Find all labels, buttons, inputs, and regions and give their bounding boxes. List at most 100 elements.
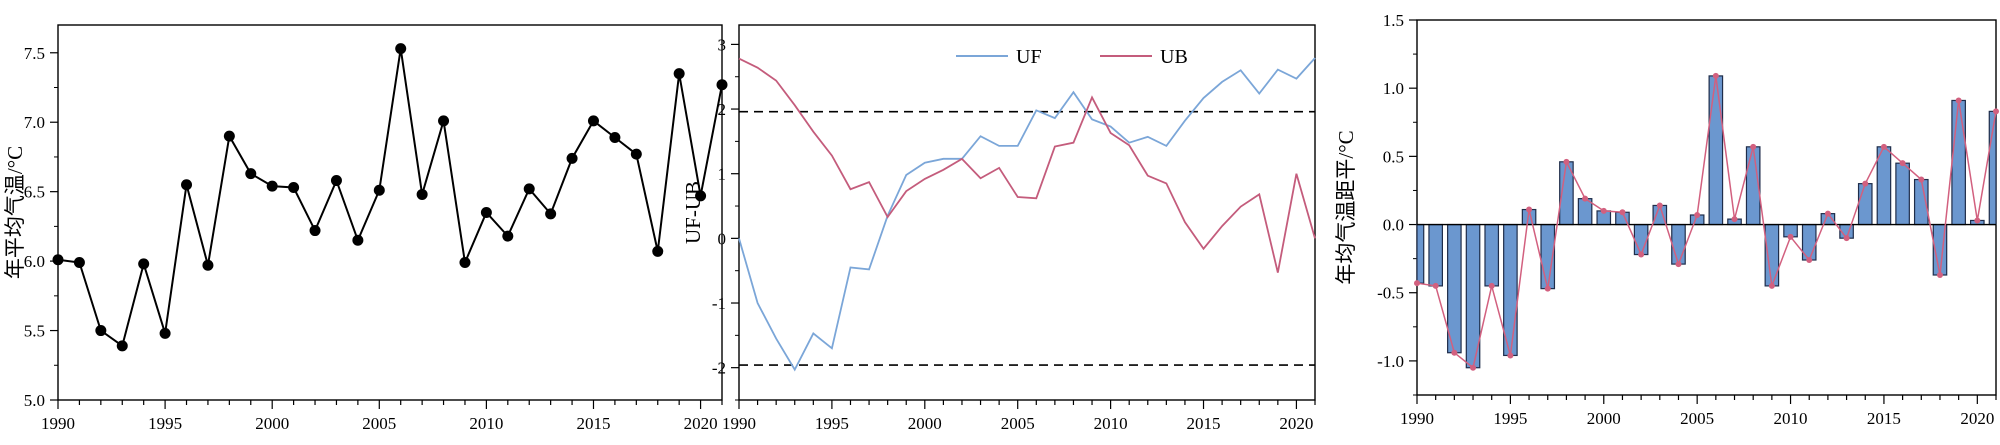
x-tick-label: 2020 [684, 414, 718, 433]
data-point [309, 225, 321, 237]
anomaly-point [1824, 210, 1831, 217]
y-tick-label: 0 [718, 229, 727, 248]
anomaly-point [1843, 235, 1850, 242]
anomaly-point [1918, 176, 1925, 183]
y-tick-label: 5.5 [24, 322, 45, 341]
y-axis-label: UF-UB [681, 181, 705, 244]
data-point [52, 254, 64, 266]
x-tick-label: 2000 [255, 414, 289, 433]
anomaly-point [1880, 143, 1887, 150]
y-tick-label: 1.0 [1383, 79, 1404, 98]
anomaly-bar [1484, 223, 1500, 287]
anomaly-point [1787, 233, 1794, 240]
data-point [459, 257, 471, 268]
anomaly-point [1694, 212, 1701, 218]
anomaly-point [1731, 216, 1738, 223]
anomaly-point [1955, 97, 1962, 104]
panel-temperature-anomaly: 1990 1995 2000 2005 2010 2015 2020 -1.0 -0.5 0.0 0… [1334, 11, 1999, 428]
data-point [673, 68, 685, 80]
anomaly-bar [1708, 75, 1724, 226]
series-line-uf [738, 57, 1316, 372]
data-point [223, 130, 235, 142]
anomaly-point [1974, 217, 1981, 224]
data-point [630, 148, 642, 160]
x-tick-label: 2000 [908, 414, 942, 433]
x-tick-label: 2005 [362, 414, 396, 433]
anomaly-point [1936, 272, 1943, 278]
data-point [566, 152, 578, 164]
y-tick-label: 6.0 [24, 252, 45, 271]
panel-mann-kendall-ufub: 1990 1995 2000 2005 2010 2015 2020 -2 -1 0 1 2 3 UF-U… [681, 24, 1316, 433]
data-point [652, 245, 664, 257]
x-tick-label: 2015 [1867, 409, 1901, 428]
anomaly-point [1451, 349, 1458, 356]
anomaly-point [1507, 352, 1514, 359]
data-point [266, 180, 278, 192]
anomaly-point [1488, 282, 1495, 289]
data-point [716, 79, 728, 91]
anomaly-point [1750, 143, 1757, 150]
data-point [587, 115, 599, 127]
data-point [373, 184, 385, 196]
x-tick-label: 2010 [1094, 414, 1128, 433]
x-tick-label: 2010 [469, 414, 503, 433]
y-tick-label: -0.5 [1377, 284, 1404, 303]
data-point [181, 179, 193, 191]
y-tick-label: 1.5 [1383, 11, 1404, 30]
x-tick-label: 1995 [1493, 409, 1527, 428]
anomaly-point [1470, 364, 1477, 371]
data-point [116, 340, 128, 352]
y-tick-label: 0.5 [1383, 147, 1404, 166]
anomaly-point [1544, 285, 1551, 292]
anomaly-line [1416, 75, 1997, 370]
y-axis-label: 年均气温距平/°C [1334, 130, 1358, 284]
y-axis-label: 年平均气温/°C [3, 146, 27, 279]
anomaly-point [1414, 280, 1420, 287]
data-point [480, 207, 492, 218]
anomaly-point [1600, 207, 1607, 214]
anomaly-bar [1416, 223, 1425, 284]
y-tick-label: -2 [712, 359, 726, 378]
data-point [523, 183, 535, 195]
anomaly-bar [1633, 223, 1649, 256]
plot-frame [57, 24, 723, 401]
plot-frame [738, 24, 1316, 401]
data-point [330, 175, 342, 187]
data-point [695, 190, 707, 202]
anomaly-point [1582, 195, 1589, 202]
anomaly-point [1899, 160, 1906, 167]
data-point [416, 188, 428, 200]
data-point [502, 230, 514, 242]
anomaly-point [1432, 282, 1439, 289]
data-point [438, 115, 450, 127]
x-tick-label: 1990 [722, 414, 756, 433]
x-tick-label: 1995 [148, 414, 182, 433]
legend-label-ub: UB [1160, 46, 1188, 68]
y-tick-label: 0.0 [1383, 216, 1404, 235]
x-tick-label: 2000 [1587, 409, 1621, 428]
x-tick-label: 2020 [1960, 409, 1994, 428]
y-tick-label: 2 [718, 100, 727, 119]
anomaly-point [1993, 108, 1999, 115]
data-point [245, 168, 257, 180]
anomaly-bar [1951, 99, 1966, 226]
panel-annual-mean-temperature: 1990 1995 2000 2005 2010 2015 2020 5.0 5.5 6.0 6.5… [3, 24, 728, 433]
anomaly-bar [1671, 223, 1686, 265]
legend-label-uf: UF [1016, 46, 1042, 68]
data-point [138, 258, 150, 270]
data-point [545, 208, 557, 220]
x-tick-label: 1990 [1400, 409, 1434, 428]
x-tick-label: 2010 [1774, 409, 1808, 428]
anomaly-point [1526, 206, 1533, 213]
anomaly-point [1712, 72, 1719, 79]
y-tick-label: 7.0 [24, 113, 45, 132]
anomaly-point [1619, 209, 1626, 216]
y-tick-label: 1 [718, 165, 727, 184]
data-point [202, 259, 214, 271]
anomaly-point [1563, 158, 1570, 165]
data-point [159, 327, 171, 339]
anomaly-bar [1857, 183, 1873, 226]
x-tick-label: 2005 [1680, 409, 1714, 428]
anomaly-point [1638, 251, 1645, 258]
y-tick-label: 6.5 [24, 183, 45, 202]
